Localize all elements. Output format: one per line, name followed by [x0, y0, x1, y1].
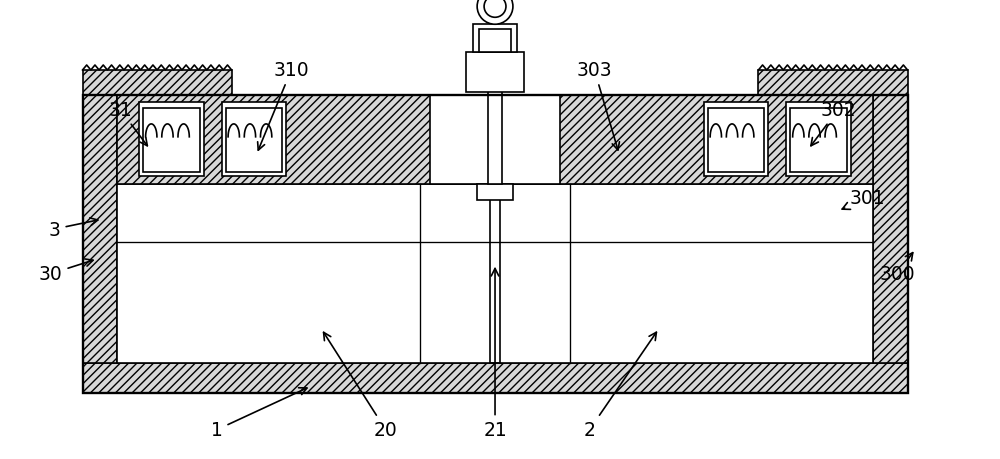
Bar	[466, 53, 524, 93]
Bar	[477, 185, 513, 201]
Bar	[143, 108, 200, 173]
Text: 30: 30	[39, 259, 93, 284]
Bar	[226, 108, 282, 173]
Bar	[139, 102, 204, 177]
Bar	[758, 71, 908, 95]
Circle shape	[477, 0, 513, 25]
Text: 21: 21	[483, 269, 507, 439]
Text: 302: 302	[811, 101, 856, 146]
Bar	[117, 95, 873, 185]
Bar	[83, 364, 908, 393]
Bar	[704, 102, 768, 177]
Bar	[708, 108, 764, 173]
Text: 20: 20	[324, 333, 398, 439]
Text: 1: 1	[211, 388, 307, 439]
Text: 310: 310	[258, 62, 309, 151]
Bar	[479, 30, 511, 53]
Bar	[83, 95, 908, 393]
Text: 31: 31	[108, 101, 147, 146]
Text: 2: 2	[584, 332, 656, 439]
Bar	[790, 108, 847, 173]
Bar	[488, 90, 502, 185]
Text: 300: 300	[880, 253, 915, 284]
Bar	[222, 102, 286, 177]
Bar	[83, 95, 117, 364]
Bar	[83, 71, 232, 95]
Text: 301: 301	[842, 188, 886, 210]
Bar	[873, 95, 908, 364]
Bar	[430, 95, 560, 185]
Bar	[117, 185, 873, 364]
Bar	[786, 102, 851, 177]
Text: 303: 303	[577, 62, 619, 151]
Text: 3: 3	[49, 218, 98, 239]
Circle shape	[484, 0, 506, 18]
Bar	[473, 25, 517, 53]
